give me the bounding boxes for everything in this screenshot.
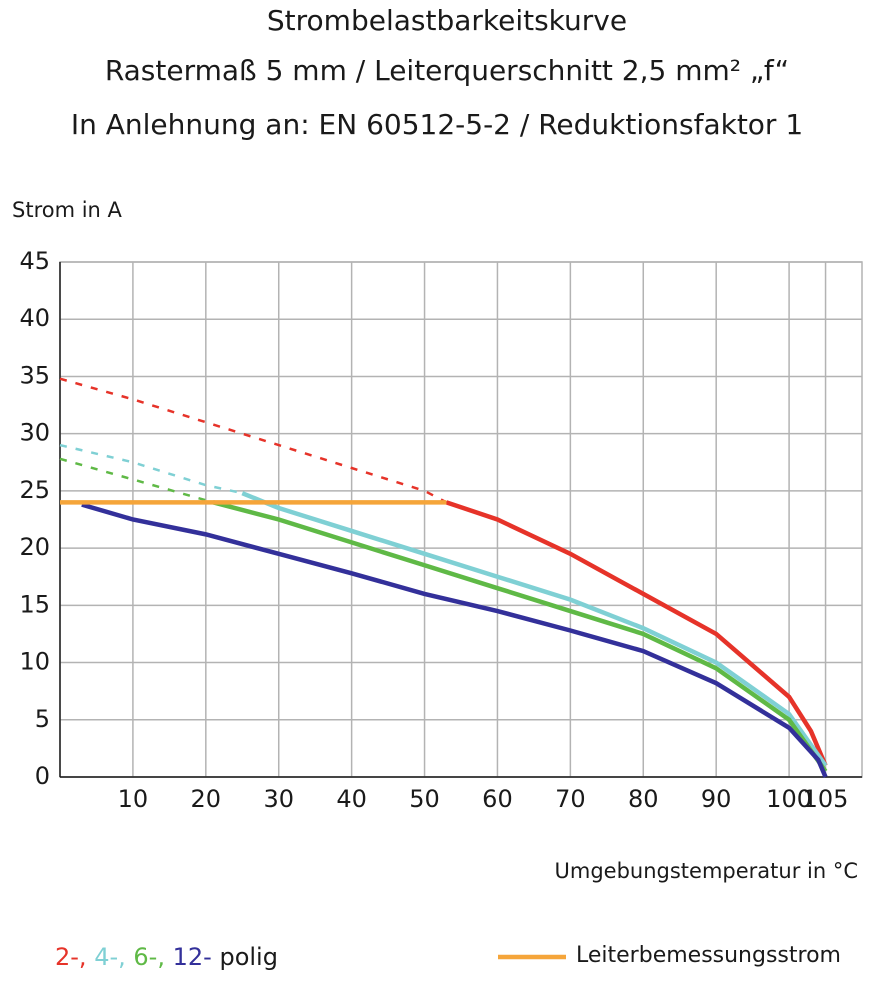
line <box>241 491 828 767</box>
legend-label: 6-, <box>133 943 165 971</box>
dashed-line <box>59 457 214 504</box>
legend-label: 12- <box>173 943 212 971</box>
x-tick-label: 80 <box>628 785 659 813</box>
x-tick-label: 105 <box>803 785 849 813</box>
x-tick-label: 20 <box>191 785 222 813</box>
legend-label: Leiterbemessungsstrom <box>576 943 841 968</box>
y-tick-label: 0 <box>35 762 50 790</box>
y-tick-label: 45 <box>19 247 50 275</box>
y-tick-label: 5 <box>35 705 50 733</box>
x-tick-label: 60 <box>482 785 513 813</box>
x-tick-label: 100 <box>766 785 812 813</box>
legend-label: 2-, <box>55 943 87 971</box>
y-tick-label: 40 <box>19 304 50 332</box>
line <box>212 500 828 773</box>
line <box>445 500 828 767</box>
x-axis-label: Umgebungstemperatur in °C <box>555 859 859 883</box>
x-tick-label: 50 <box>409 785 440 813</box>
chart-title: Strombelastbarkeitskurve <box>267 4 627 37</box>
y-tick-label: 35 <box>19 361 50 389</box>
dashed-line <box>59 443 243 495</box>
x-tick-label: 90 <box>701 785 732 813</box>
y-axis-label: Strom in A <box>12 198 123 222</box>
legend-label: 4-, <box>94 943 126 971</box>
x-tick-label: 70 <box>555 785 586 813</box>
dashed-line <box>59 377 447 504</box>
y-tick-label: 20 <box>19 533 50 561</box>
x-tick-label: 10 <box>118 785 149 813</box>
x-tick-label: 40 <box>336 785 367 813</box>
x-tick-label: 30 <box>263 785 294 813</box>
legend-label: polig <box>219 943 278 971</box>
chart-subtitle: Rastermaß 5 mm / Leiterquerschnitt 2,5 m… <box>105 54 789 87</box>
y-tick-label: 15 <box>19 590 50 618</box>
y-tick-label: 10 <box>19 648 50 676</box>
legend: 2-, 4-, 6-, 12- polig <box>55 943 278 971</box>
chart-subtitle: In Anlehnung an: EN 60512-5-2 / Reduktio… <box>71 108 803 141</box>
line <box>81 502 828 778</box>
y-tick-label: 30 <box>19 419 50 447</box>
y-tick-label: 25 <box>19 476 50 504</box>
